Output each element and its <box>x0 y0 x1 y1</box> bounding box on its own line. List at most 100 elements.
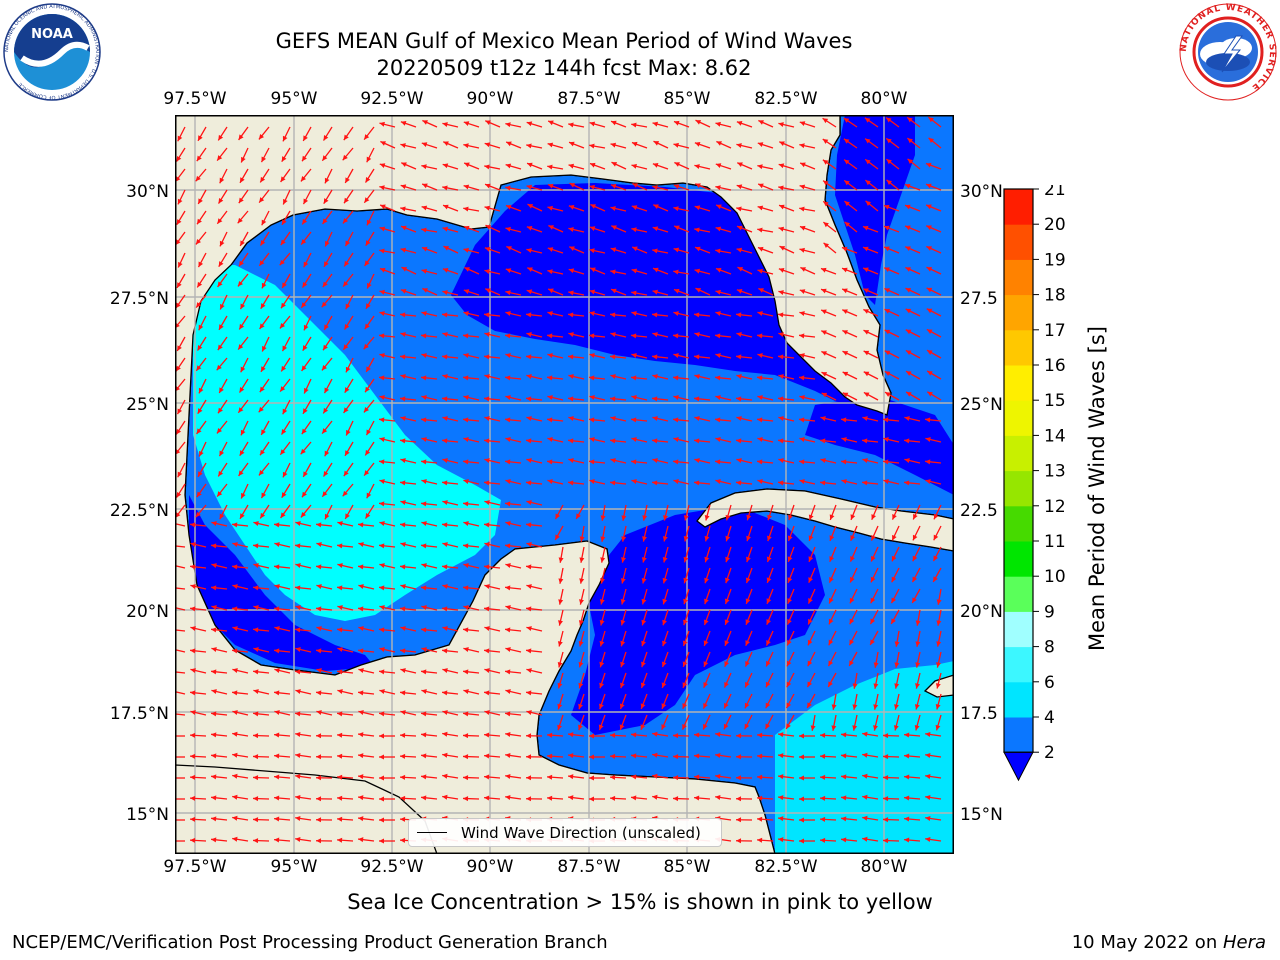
wind-arrow-head <box>421 711 427 717</box>
wind-arrow-head <box>484 416 490 421</box>
wind-arrow-head <box>218 407 223 414</box>
wind-arrow-head <box>568 122 574 128</box>
wind-arrow-head <box>736 247 743 253</box>
colorbar-segment <box>1004 400 1033 436</box>
wind-arrow-head <box>915 641 921 647</box>
wind-arrow-head <box>640 703 646 709</box>
wind-arrow-head <box>239 260 244 267</box>
wind-arrow-head <box>611 288 617 294</box>
wind-arrow-head <box>176 492 182 498</box>
wind-arrow-head <box>757 268 763 274</box>
wind-arrow-head <box>280 512 286 518</box>
wind-arrow-head <box>589 796 594 802</box>
wind-arrow-head <box>259 260 265 266</box>
wind-arrow-head <box>279 322 286 329</box>
wind-arrow-head <box>303 408 308 414</box>
wind-arrow-head <box>175 302 181 309</box>
wind-arrow-head <box>799 838 804 844</box>
wind-arrow-head <box>463 247 469 253</box>
wind-arrow-head <box>442 606 448 612</box>
wind-arrow-head <box>281 156 287 162</box>
wind-arrow <box>175 629 186 632</box>
wind-arrow-head <box>303 135 308 141</box>
colorbar-segment <box>1004 189 1033 225</box>
wind-arrow-head <box>736 184 743 190</box>
wind-arrow-head <box>652 374 658 379</box>
wind-arrow-head <box>295 627 301 633</box>
colorbar-tick-label: 14 <box>1044 426 1066 446</box>
wind-arrow-head <box>662 577 668 584</box>
wind-arrow-head <box>873 662 879 668</box>
wind-arrow-head <box>195 511 201 518</box>
wind-arrow-head <box>778 458 784 463</box>
wind-arrow-head <box>443 246 450 251</box>
wind-arrow-head <box>484 584 490 589</box>
wind-arrow-head <box>820 795 826 801</box>
wind-arrow-head <box>295 711 301 717</box>
wind-arrow-head <box>282 471 288 478</box>
lat-label-right: 22.5 <box>960 501 998 521</box>
wind-arrow-head <box>652 312 658 318</box>
wind-arrow-head <box>849 618 855 625</box>
wind-arrow-head <box>463 121 470 126</box>
wind-arrow-head <box>829 514 835 520</box>
wind-arrow <box>175 565 186 569</box>
wind-arrow-head <box>558 557 564 563</box>
wind-arrow-head <box>569 141 575 147</box>
colorbar-tick-label: 10 <box>1044 567 1066 587</box>
wind-arrow-head <box>663 515 668 521</box>
colorbar-tick-label: 12 <box>1044 497 1066 517</box>
wind-arrow-head <box>400 668 406 673</box>
wind-arrow-head <box>905 267 911 272</box>
wind-arrow-head <box>871 514 877 520</box>
wind-arrow-head <box>757 227 763 233</box>
wind-arrow-head <box>400 542 406 547</box>
wind-arrow-head <box>463 521 469 526</box>
wind-arrow-head <box>841 246 848 252</box>
wind-arrow-head <box>526 733 532 739</box>
wind-arrow-head <box>421 375 427 381</box>
wind-arrow-head <box>631 459 637 465</box>
wind-arrow-head <box>631 375 637 381</box>
wind-arrow-head <box>862 416 868 421</box>
wind-arrow-head <box>652 458 658 463</box>
wind-arrow-head <box>190 690 196 696</box>
colorbar-segment <box>1004 505 1033 542</box>
wind-arrow-head <box>322 218 328 224</box>
wind-arrow-head <box>505 290 511 296</box>
colorbar: 2 4 6 8 9 10 11 12 13 14 15 16 17 18 19 20 21 <box>1003 185 1066 782</box>
wind-arrow-head <box>358 648 364 654</box>
wind-arrow-head <box>704 514 710 521</box>
wind-arrow-head <box>694 774 700 780</box>
wind-arrow-head <box>778 122 784 127</box>
wind-arrow-head <box>715 417 721 423</box>
noaa-logo-text: NOAA <box>31 27 73 42</box>
wind-arrow-head <box>820 753 826 759</box>
wind-arrow-head <box>379 689 385 694</box>
wind-arrow-head <box>682 703 688 709</box>
wind-arrow-head <box>196 302 202 308</box>
wind-arrow-head <box>724 619 730 625</box>
wind-arrow-head <box>852 725 858 731</box>
wind-arrow-head <box>421 647 427 652</box>
wind-arrow-head <box>211 816 217 822</box>
wind-arrow-head <box>505 375 511 381</box>
wind-arrow-head <box>884 288 890 293</box>
wind-arrow-head <box>557 682 563 689</box>
wind-arrow-head <box>253 647 259 652</box>
wind-arrow-head <box>610 374 616 379</box>
lon-label-bottom: 90°W <box>466 857 514 877</box>
wind-arrow-head <box>746 514 752 521</box>
wind-arrow-head <box>704 598 709 605</box>
wind-arrow-head <box>799 375 805 381</box>
wind-arrow-head <box>883 796 889 802</box>
wind-arrow-head <box>442 122 448 127</box>
wind-arrow-head <box>904 795 910 801</box>
lat-label-left: 17.5°N <box>109 704 169 724</box>
wind-arrow-head <box>379 669 385 675</box>
wind-arrow-head <box>914 704 920 710</box>
wind-arrow-head <box>526 289 533 295</box>
wind-arrow-head <box>578 620 584 626</box>
wind-arrow-head <box>274 648 280 654</box>
wind-arrow-head <box>925 794 931 800</box>
